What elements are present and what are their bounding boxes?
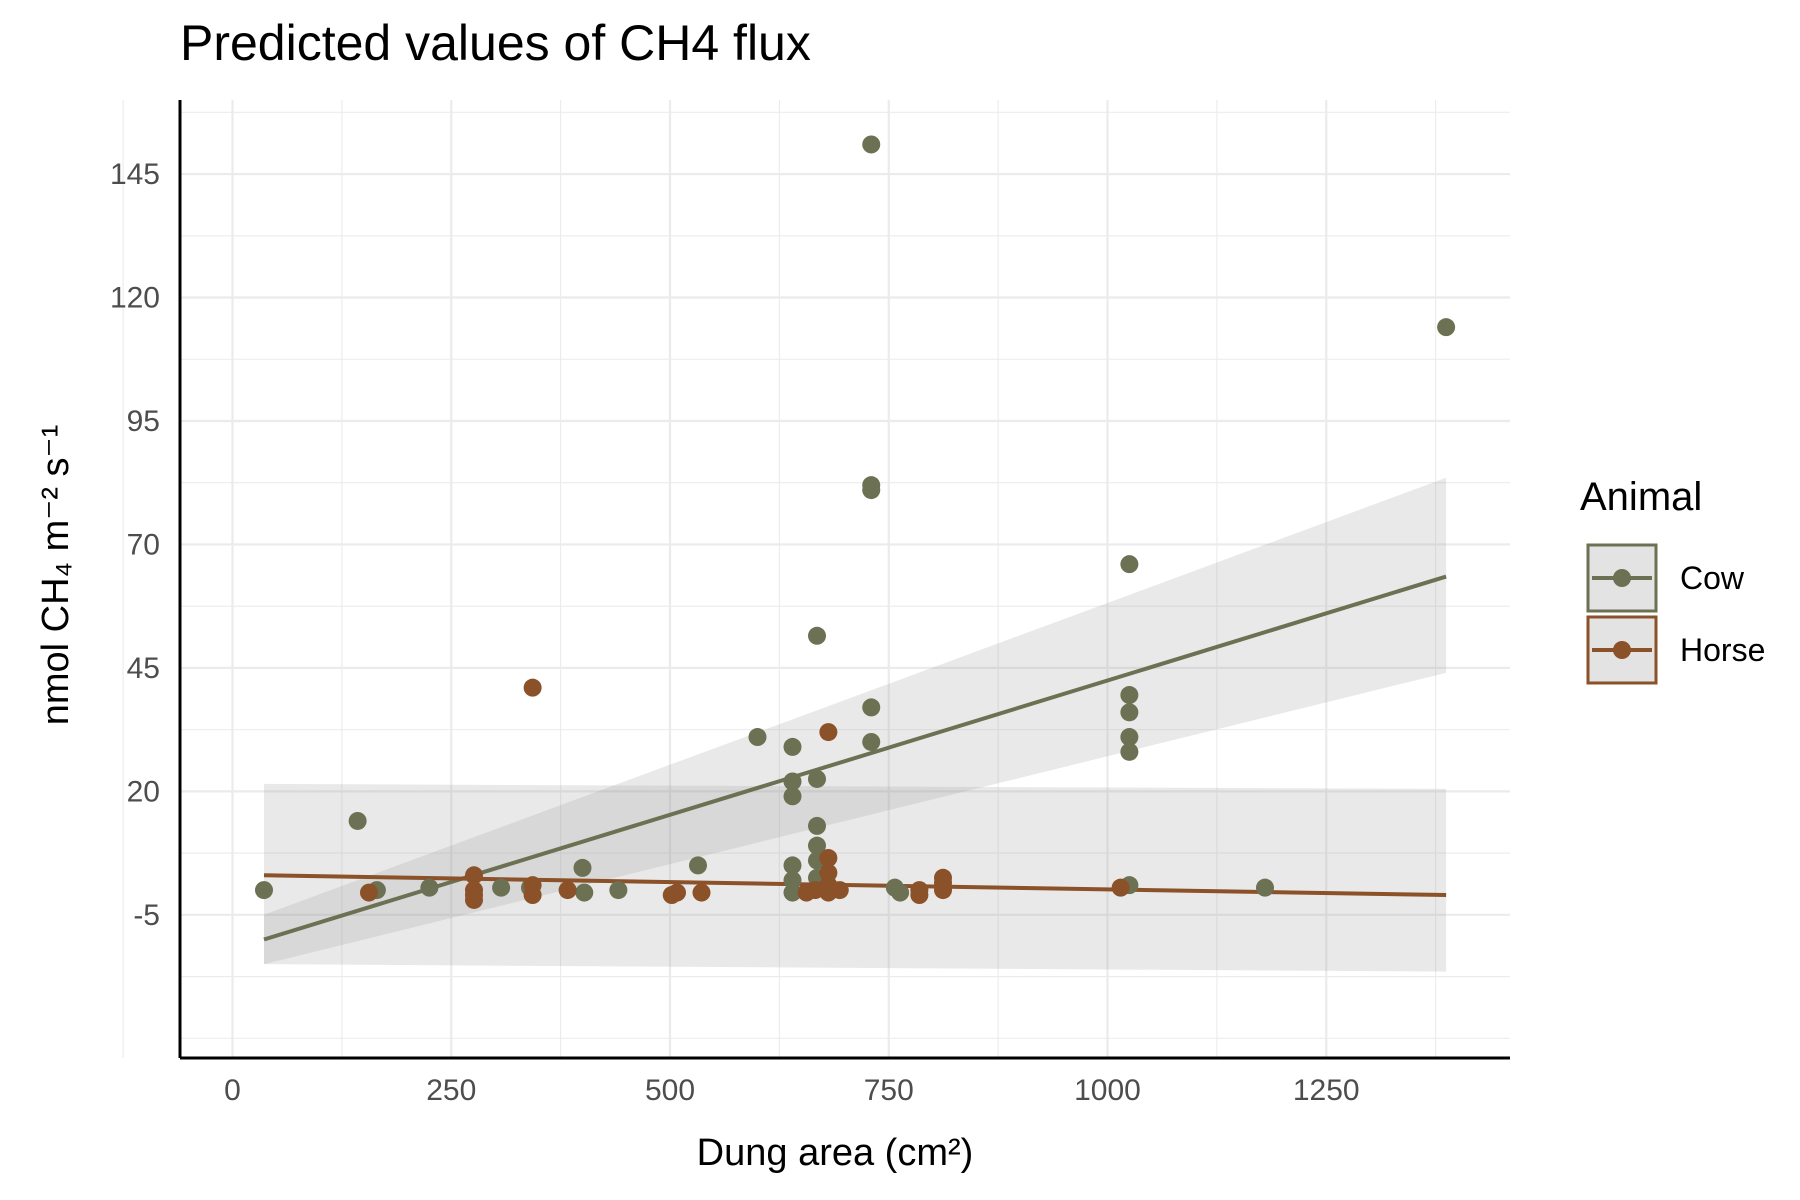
point-cow xyxy=(1120,703,1139,722)
chart-title: Predicted values of CH4 flux xyxy=(180,15,811,71)
x-tick-label: 1250 xyxy=(1293,1074,1360,1107)
point-horse xyxy=(523,886,542,905)
point-cow xyxy=(348,811,367,830)
y-tick-label: 45 xyxy=(127,652,160,685)
y-tick-label: -5 xyxy=(133,899,160,932)
point-cow xyxy=(1120,742,1139,761)
point-cow xyxy=(783,772,802,791)
x-tick-label: 1000 xyxy=(1074,1074,1141,1107)
legend-label-cow: Cow xyxy=(1680,560,1745,596)
point-horse xyxy=(819,723,838,742)
point-cow xyxy=(783,787,802,806)
point-cow xyxy=(783,871,802,890)
y-tick-label: 95 xyxy=(127,405,160,438)
x-axis-title: Dung area (cm²) xyxy=(697,1132,974,1174)
point-cow xyxy=(862,732,881,751)
point-cow xyxy=(808,769,826,788)
point-cow xyxy=(1120,555,1139,574)
point-horse xyxy=(523,678,542,697)
confidence-bands xyxy=(264,477,1447,972)
point-cow xyxy=(808,836,826,855)
y-tick-label: 20 xyxy=(127,775,160,808)
x-tick-label: 500 xyxy=(645,1074,695,1107)
point-horse xyxy=(465,866,483,885)
point-horse xyxy=(668,883,686,902)
x-tick-label: 0 xyxy=(224,1074,241,1107)
x-tick-label: 750 xyxy=(864,1074,914,1107)
point-cow xyxy=(783,737,802,756)
point-horse xyxy=(819,849,838,868)
point-cow xyxy=(1437,318,1456,337)
fit-line-horse xyxy=(263,873,1447,898)
point-horse xyxy=(360,883,378,902)
point-cow xyxy=(891,883,910,902)
point-cow xyxy=(862,481,881,500)
point-cow xyxy=(1120,728,1139,747)
point-horse xyxy=(558,881,577,900)
x-tick-label: 250 xyxy=(426,1074,476,1107)
legend-label-horse: Horse xyxy=(1680,632,1765,668)
ci-band-cow xyxy=(264,477,1447,965)
point-horse xyxy=(830,881,849,900)
fit-lines xyxy=(263,574,1447,942)
point-cow xyxy=(862,698,881,717)
point-horse xyxy=(934,881,952,900)
point-horse xyxy=(1111,878,1130,897)
y-tick-label: 145 xyxy=(110,158,160,191)
point-cow xyxy=(575,883,594,902)
point-cow xyxy=(862,135,881,154)
point-horse xyxy=(819,863,838,882)
point-cow xyxy=(420,878,439,897)
point-cow xyxy=(808,626,826,645)
point-cow xyxy=(783,883,802,902)
legend-key-point xyxy=(1613,569,1631,587)
point-cow xyxy=(492,878,511,897)
legend-title: Animal xyxy=(1580,475,1702,519)
y-tick-labels: -5 20 45 70 95 120 145 xyxy=(110,158,160,932)
data-points xyxy=(255,135,1456,909)
point-horse xyxy=(465,890,483,909)
legend: Animal Cow Horse xyxy=(1580,475,1765,685)
y-tick-label: 120 xyxy=(110,282,160,315)
point-cow xyxy=(689,856,707,875)
point-horse xyxy=(692,883,711,902)
point-cow xyxy=(1256,878,1274,897)
point-cow xyxy=(573,858,592,877)
point-cow xyxy=(808,816,826,835)
point-horse xyxy=(910,886,929,905)
point-cow xyxy=(255,881,273,900)
axes xyxy=(178,100,1510,1060)
point-cow xyxy=(609,881,628,900)
point-cow xyxy=(1120,686,1139,705)
ci-band-horse xyxy=(264,783,1447,972)
point-cow xyxy=(783,856,802,875)
y-axis-title: nmol CH₄ m⁻² s⁻¹ xyxy=(35,425,77,726)
legend-key-point xyxy=(1613,641,1631,659)
y-tick-label: 70 xyxy=(127,528,160,561)
x-tick-labels: 0 250 500 750 1000 1250 xyxy=(224,1074,1359,1107)
point-cow xyxy=(748,728,767,747)
